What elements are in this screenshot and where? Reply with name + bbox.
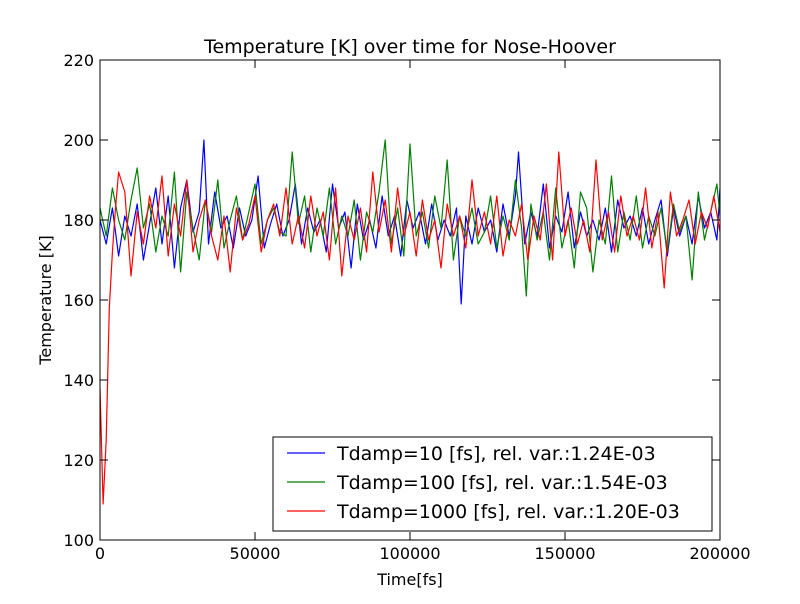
legend: Tdamp=10 [fs], rel. var.:1.24E-03 Tdamp=… — [272, 436, 713, 532]
series-layer — [100, 139, 720, 505]
y-tick-label: 180 — [63, 211, 94, 230]
legend-label-tdamp-100: Tdamp=100 [fs], rel. var.:1.54E-03 — [336, 472, 668, 494]
x-axis: 0 50000 100000 150000 200000 — [95, 60, 751, 563]
y-tick-label: 160 — [63, 291, 94, 310]
x-tick-label: 50000 — [230, 544, 281, 563]
y-axis: 100 120 140 160 180 200 220 — [63, 51, 720, 550]
series-line-tdamp-100 — [100, 139, 720, 297]
y-tick-label: 100 — [63, 531, 94, 550]
legend-box — [272, 436, 713, 532]
x-tick-label: 200000 — [689, 544, 750, 563]
y-tick-label: 220 — [63, 51, 94, 70]
chart-title: Temperature [K] over time for Nose-Hoove… — [203, 36, 616, 58]
series-line-tdamp-1000 — [100, 151, 720, 505]
y-tick-label: 120 — [63, 451, 94, 470]
series-line-tdamp-10 — [100, 139, 720, 305]
x-tick-label: 100000 — [379, 544, 440, 563]
y-tick-label: 140 — [63, 371, 94, 390]
legend-label-tdamp-10: Tdamp=10 [fs], rel. var.:1.24E-03 — [336, 443, 656, 465]
x-axis-title: Time[fs] — [376, 570, 443, 589]
y-tick-label: 200 — [63, 131, 94, 150]
x-tick-label: 0 — [95, 544, 105, 563]
y-axis-title: Temperature [K] — [36, 235, 55, 365]
x-tick-label: 150000 — [534, 544, 595, 563]
legend-label-tdamp-1000: Tdamp=1000 [fs], rel. var.:1.20E-03 — [336, 501, 680, 523]
